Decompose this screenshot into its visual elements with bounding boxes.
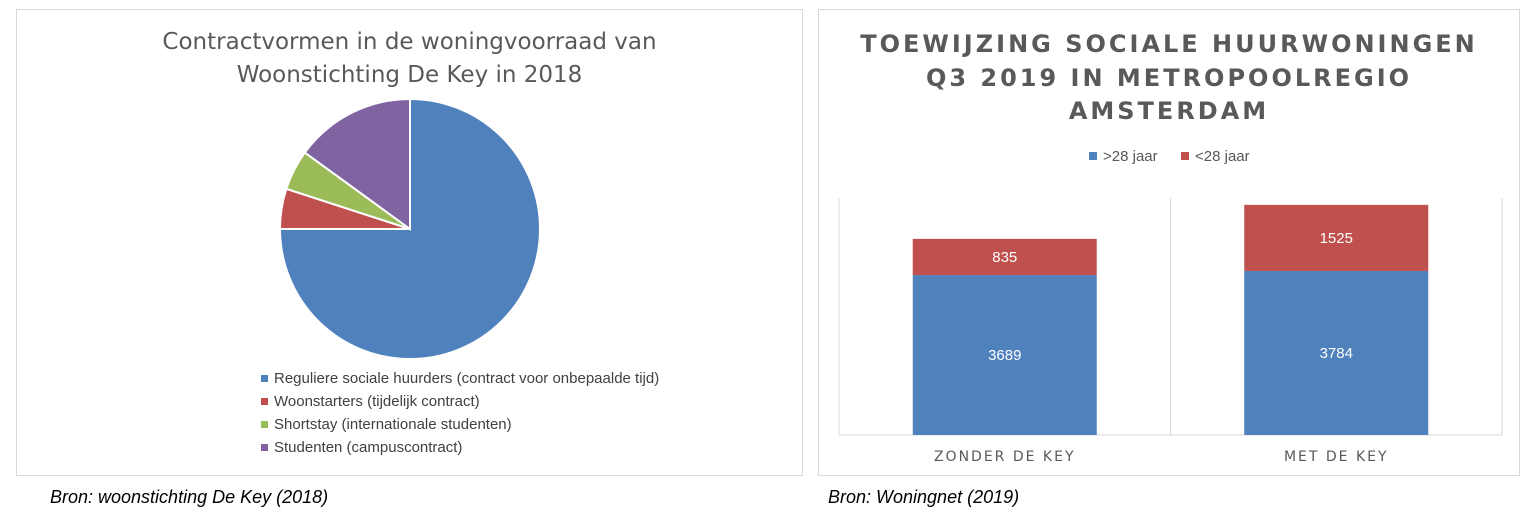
pie-legend-item-2: Shortstay (internationale studenten) xyxy=(261,416,512,433)
bar-legend-item-1: <28 jaar xyxy=(1181,148,1250,165)
pie-legend-swatch-3 xyxy=(261,443,268,451)
pie-slice-0 xyxy=(278,97,541,360)
bar-chart-plot: 3689 835 ZONDER DE KEY 3784 1525 MET DE KEY xyxy=(838,198,1503,465)
pie-legend-label-3: Studenten (campuscontract) xyxy=(274,439,463,456)
bar-data-label-0-1: 835 xyxy=(992,249,1017,266)
bar-legend-swatch-0 xyxy=(1089,152,1097,161)
pie-legend-item-3: Studenten (campuscontract) xyxy=(261,439,462,456)
bar-chart-title-line3: AMSTERDAM xyxy=(1068,97,1270,125)
pie-chart-panel: Contractvormen in de woningvoorraad van … xyxy=(16,9,803,476)
pie-legend-label-0: Reguliere sociale huurders (contract voo… xyxy=(274,370,660,387)
pie-legend-swatch-2 xyxy=(261,420,268,428)
bar-legend-label-0: >28 jaar xyxy=(1103,148,1158,165)
bar-1-0 xyxy=(1244,270,1429,435)
bar-chart-title-line2: Q3 2019 IN METROPOOLREGIO xyxy=(925,64,1413,92)
pie-chart-plot xyxy=(278,97,541,360)
pie-legend-label-2: Shortstay (internationale studenten) xyxy=(274,416,512,433)
bar-category-label-0: ZONDER DE KEY xyxy=(934,449,1076,465)
pie-legend-item-0: Reguliere sociale huurders (contract voo… xyxy=(261,370,659,387)
bar-legend-item-0: >28 jaar xyxy=(1089,148,1158,165)
pie-chart-source: Bron: woonstichting De Key (2018) xyxy=(50,487,329,507)
pie-legend-swatch-0 xyxy=(261,374,268,382)
bar-0-1 xyxy=(912,238,1097,276)
pie-legend-label-1: Woonstarters (tijdelijk contract) xyxy=(274,393,480,410)
bar-1-1 xyxy=(1244,204,1429,271)
pie-legend-swatch-1 xyxy=(261,397,268,405)
pie-chart-title-line1: Contractvormen in de woningvoorraad van xyxy=(162,29,657,55)
bar-data-label-0-0: 3689 xyxy=(988,347,1021,364)
bar-0-0 xyxy=(912,275,1097,435)
bar-category-label-1: MET DE KEY xyxy=(1284,449,1389,465)
bar-data-label-1-1: 1525 xyxy=(1320,230,1353,247)
pie-legend-item-1: Woonstarters (tijdelijk contract) xyxy=(261,393,480,410)
bar-legend-swatch-1 xyxy=(1181,152,1189,161)
pie-slice-3 xyxy=(303,97,411,231)
bar-chart-panel: TOEWIJZING SOCIALE HUURWONINGEN Q3 2019 … xyxy=(818,9,1520,476)
pie-chart-title-line2: Woonstichting De Key in 2018 xyxy=(236,62,583,88)
bar-data-label-1-0: 3784 xyxy=(1320,345,1353,362)
bar-legend-label-1: <28 jaar xyxy=(1195,148,1250,165)
bar-chart-source: Bron: Woningnet (2019) xyxy=(828,487,1020,507)
bar-chart-title-line1: TOEWIJZING SOCIALE HUURWONINGEN xyxy=(860,30,1478,58)
